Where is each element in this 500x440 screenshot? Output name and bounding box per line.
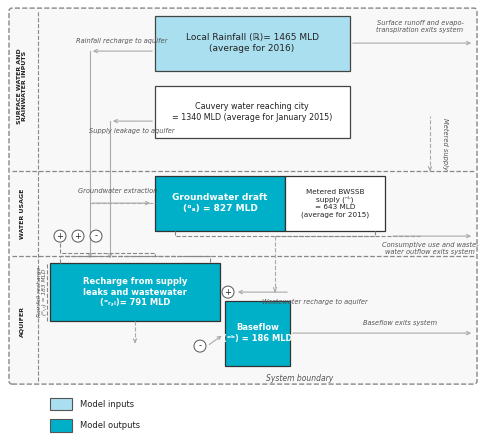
- Text: Groundwater extraction: Groundwater extraction: [78, 188, 158, 194]
- Text: Model inputs: Model inputs: [80, 400, 134, 409]
- Bar: [155, 176, 285, 231]
- Circle shape: [222, 286, 234, 298]
- Text: -: -: [198, 341, 202, 351]
- Text: +: +: [56, 231, 64, 241]
- Text: Wastewater recharge to aquifer: Wastewater recharge to aquifer: [262, 299, 368, 305]
- Circle shape: [72, 230, 84, 242]
- Text: Local Rainfall (ℝ)= 1465 MLD
(average for 2016): Local Rainfall (ℝ)= 1465 MLD (average fo…: [186, 33, 318, 53]
- Text: Model outputs: Model outputs: [80, 421, 140, 430]
- Bar: [155, 16, 350, 71]
- Bar: [50, 398, 72, 411]
- Text: Supply leakage to aquifer: Supply leakage to aquifer: [89, 128, 175, 134]
- Text: System boundary: System boundary: [266, 374, 334, 383]
- Text: Consumptive use and waste-
water outflow exits system: Consumptive use and waste- water outflow…: [382, 242, 478, 255]
- FancyBboxPatch shape: [9, 8, 477, 384]
- Text: SURFACE WATER AND
RAINWATER INPUTS: SURFACE WATER AND RAINWATER INPUTS: [16, 48, 28, 124]
- Text: Metered BWSSB
supply (ᵔᴸ)
= 643 MLD
(average for 2015): Metered BWSSB supply (ᵔᴸ) = 643 MLD (ave…: [301, 188, 369, 218]
- Text: Cauvery water reaching city
= 1340 MLD (average for January 2015): Cauvery water reaching city = 1340 MLD (…: [172, 103, 332, 122]
- Text: -: -: [94, 231, 98, 241]
- Bar: [225, 301, 290, 366]
- Bar: [50, 419, 72, 432]
- Text: +: +: [224, 288, 232, 297]
- Text: WATER USAGE: WATER USAGE: [20, 189, 24, 239]
- Text: Groundwater draft
(ᵅₐ) = 827 MLD: Groundwater draft (ᵅₐ) = 827 MLD: [172, 194, 268, 213]
- Circle shape: [54, 230, 66, 242]
- Bar: [155, 86, 350, 138]
- Text: Surface runoff and evapo-
transpiration exits system: Surface runoff and evapo- transpiration …: [376, 19, 464, 33]
- Circle shape: [90, 230, 102, 242]
- Text: Rainfall recharge
(ᵅᵣ,ᵣ) = 183 MLD: Rainfall recharge (ᵅᵣ,ᵣ) = 183 MLD: [36, 267, 48, 317]
- Bar: [285, 176, 385, 231]
- Text: AQUIFER: AQUIFER: [20, 306, 24, 337]
- Text: Metered supply: Metered supply: [442, 118, 448, 170]
- Circle shape: [194, 340, 206, 352]
- Text: Baseflow exits system: Baseflow exits system: [363, 320, 437, 326]
- Bar: [50, 263, 220, 321]
- Text: Rainfall recharge to aquifer: Rainfall recharge to aquifer: [76, 38, 168, 44]
- Text: Baseflow
(ᵅᵇ) = 186 MLD: Baseflow (ᵅᵇ) = 186 MLD: [223, 323, 293, 343]
- Text: Recharge from supply
leaks and wastewater
(ᵅᵣ,ₗ)= 791 MLD: Recharge from supply leaks and wastewate…: [83, 277, 187, 307]
- Text: +: +: [74, 231, 82, 241]
